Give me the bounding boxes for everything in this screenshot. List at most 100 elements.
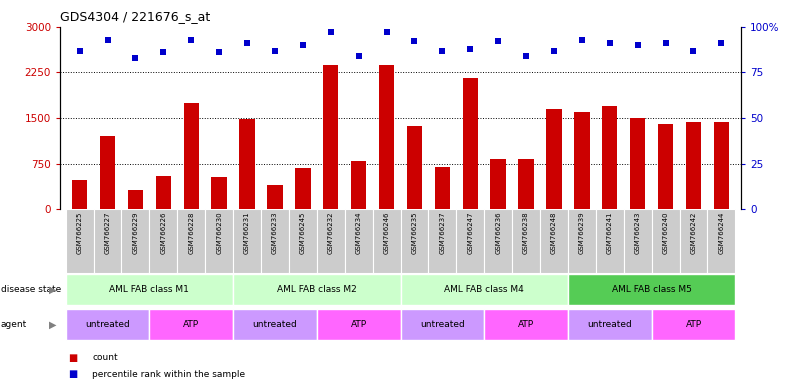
Bar (233, 275, 400, 306)
Bar (429, 209, 457, 273)
Bar (323, 65, 338, 209)
Bar (490, 159, 506, 209)
Bar (686, 122, 701, 209)
Text: GSM766242: GSM766242 (690, 211, 697, 253)
Text: ▶: ▶ (49, 319, 56, 329)
Bar (211, 177, 227, 209)
Point (603, 40, 616, 46)
Bar (239, 119, 255, 209)
Bar (518, 159, 533, 209)
Bar (512, 209, 540, 273)
Bar (316, 309, 400, 340)
Text: GSM766238: GSM766238 (523, 211, 529, 254)
Text: GSM766237: GSM766237 (440, 211, 445, 254)
Point (436, 48, 449, 54)
Bar (400, 209, 429, 273)
Text: percentile rank within the sample: percentile rank within the sample (92, 370, 245, 379)
Bar (233, 209, 261, 273)
Point (548, 48, 561, 54)
Text: ATP: ATP (518, 320, 534, 329)
Point (492, 38, 505, 45)
Bar (463, 78, 478, 209)
Bar (435, 167, 450, 209)
Text: GSM766229: GSM766229 (132, 211, 139, 254)
Bar (624, 209, 652, 273)
Bar (127, 190, 143, 209)
Text: GSM766246: GSM766246 (384, 211, 389, 254)
Point (352, 53, 365, 59)
Text: AML FAB class M4: AML FAB class M4 (445, 285, 524, 295)
Text: ■: ■ (68, 353, 78, 363)
Text: untreated: untreated (420, 320, 465, 329)
Text: GSM766231: GSM766231 (244, 211, 250, 254)
Point (268, 48, 281, 54)
Text: AML FAB class M1: AML FAB class M1 (110, 285, 189, 295)
Bar (485, 209, 512, 273)
Text: GSM766245: GSM766245 (300, 211, 306, 253)
Text: GSM766225: GSM766225 (77, 211, 83, 253)
Text: ATP: ATP (351, 320, 367, 329)
Point (380, 29, 393, 35)
Text: GSM766226: GSM766226 (160, 211, 167, 254)
Text: untreated: untreated (252, 320, 297, 329)
Bar (205, 209, 233, 273)
Text: GSM766228: GSM766228 (188, 211, 194, 254)
Bar (574, 112, 590, 209)
Point (296, 42, 309, 48)
Text: untreated: untreated (587, 320, 632, 329)
Bar (379, 65, 394, 209)
Text: GSM766247: GSM766247 (467, 211, 473, 254)
Point (324, 29, 337, 35)
Text: GSM766227: GSM766227 (104, 211, 111, 254)
Bar (568, 275, 735, 306)
Bar (400, 309, 485, 340)
Point (715, 40, 728, 46)
Bar (658, 124, 674, 209)
Bar (261, 209, 289, 273)
Text: GSM766244: GSM766244 (718, 211, 724, 253)
Bar (66, 309, 149, 340)
Text: disease state: disease state (1, 285, 61, 295)
Bar (652, 309, 735, 340)
Text: GSM766234: GSM766234 (356, 211, 361, 254)
Text: GSM766230: GSM766230 (216, 211, 222, 254)
Bar (707, 209, 735, 273)
Bar (714, 122, 729, 209)
Bar (568, 209, 596, 273)
Text: GSM766243: GSM766243 (634, 211, 641, 254)
Bar (568, 309, 652, 340)
Bar (485, 309, 568, 340)
Text: ■: ■ (68, 369, 78, 379)
Bar (407, 126, 422, 209)
Text: untreated: untreated (85, 320, 130, 329)
Point (101, 36, 114, 43)
Bar (289, 209, 316, 273)
Point (464, 46, 477, 52)
Text: ATP: ATP (183, 320, 199, 329)
Text: GSM766233: GSM766233 (272, 211, 278, 254)
Text: AML FAB class M2: AML FAB class M2 (277, 285, 356, 295)
Point (520, 53, 533, 59)
Bar (149, 209, 177, 273)
Bar (66, 209, 94, 273)
Text: GDS4304 / 221676_s_at: GDS4304 / 221676_s_at (60, 10, 211, 23)
Bar (100, 136, 115, 209)
Bar (72, 180, 87, 209)
Point (659, 40, 672, 46)
Bar (155, 177, 171, 209)
Text: GSM766232: GSM766232 (328, 211, 334, 254)
Point (408, 38, 421, 45)
Bar (122, 209, 149, 273)
Bar (177, 209, 205, 273)
Bar (652, 209, 679, 273)
Bar (602, 106, 618, 209)
Point (240, 40, 253, 46)
Point (129, 55, 142, 61)
Bar (233, 309, 316, 340)
Point (157, 50, 170, 56)
Text: GSM766235: GSM766235 (412, 211, 417, 254)
Bar (149, 309, 233, 340)
Text: ▶: ▶ (49, 285, 56, 295)
Point (631, 42, 644, 48)
Bar (457, 209, 485, 273)
